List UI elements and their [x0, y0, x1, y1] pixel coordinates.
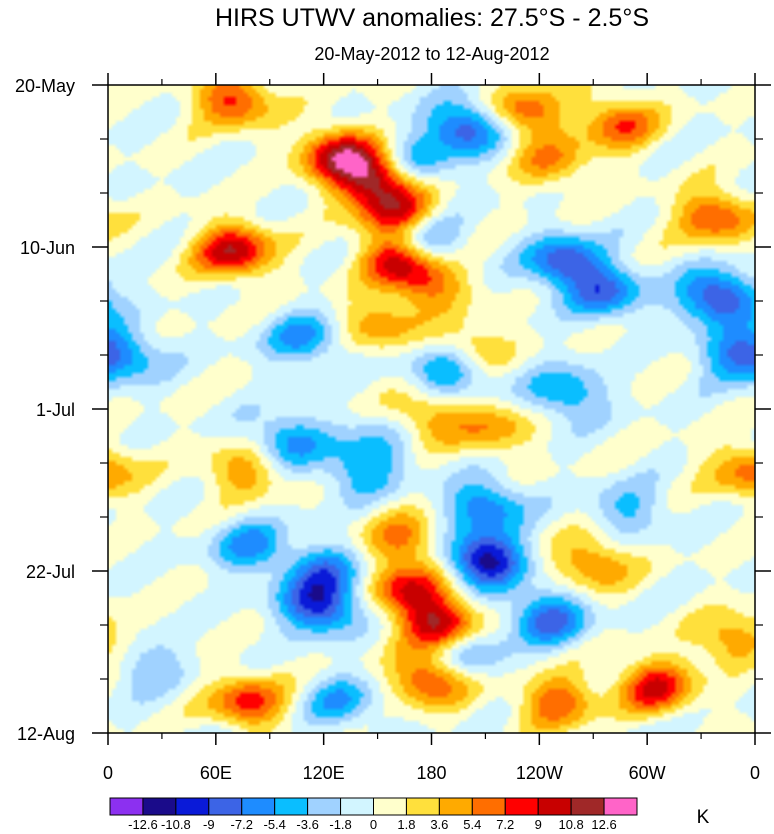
heatmap — [108, 85, 755, 733]
colorbar-swatch — [471, 797, 506, 816]
colorbar-label: 5.4 — [463, 817, 481, 832]
y-axis: 20-May 10-Jun 1-Jul 22-Jul 12-Aug — [15, 76, 771, 744]
colorbar-swatch — [373, 797, 407, 816]
y-tick-label: 10-Jun — [20, 238, 75, 258]
heatmap-field — [108, 85, 755, 733]
colorbar-swatch — [438, 797, 473, 816]
colorbar-label: 7.2 — [496, 817, 514, 832]
x-tick-label: 0 — [750, 763, 760, 783]
colorbar-swatch — [570, 797, 605, 816]
colorbar-label: -3.6 — [296, 817, 318, 832]
colorbar-label: -7.2 — [231, 817, 253, 832]
colorbar-swatch — [340, 797, 374, 816]
y-tick-label: 20-May — [15, 76, 75, 96]
colorbar-label: 9 — [535, 817, 542, 832]
y-tick-label: 22-Jul — [26, 562, 75, 582]
colorbar-swatch — [405, 797, 440, 816]
colorbar-label: 10.8 — [558, 817, 583, 832]
x-tick-label: 180 — [416, 763, 446, 783]
chart-title: HIRS UTWV anomalies: 27.5°S - 2.5°S — [215, 4, 649, 32]
colorbar: -12.6 -10.8 -9 -7.2 -5.4 -3.6 -1.8 0 1.8 3.6 5.4 7.… — [109, 797, 638, 832]
colorbar-label: 1.8 — [397, 817, 415, 832]
colorbar-swatch — [175, 797, 210, 816]
colorbar-label: -5.4 — [263, 817, 285, 832]
colorbar-swatch — [109, 797, 144, 816]
colorbar-label: -9 — [203, 817, 215, 832]
colorbar-swatch — [208, 797, 243, 816]
x-axis: 0 60E 120E 180 120W 60W 0 — [103, 73, 760, 783]
y-tick-label: 1-Jul — [36, 400, 75, 420]
x-tick-label: 60E — [200, 763, 232, 783]
colorbar-swatch — [142, 797, 177, 816]
colorbar-swatch — [504, 797, 539, 816]
colorbar-swatch — [537, 797, 572, 816]
colorbar-swatch — [307, 797, 342, 816]
x-tick-label: 120E — [303, 763, 345, 783]
x-tick-label: 0 — [103, 763, 113, 783]
colorbar-label: -12.6 — [128, 817, 158, 832]
colorbar-label: 0 — [370, 817, 377, 832]
colorbar-swatch — [603, 797, 638, 816]
colorbar-label: 12.6 — [591, 817, 616, 832]
x-tick-label: 60W — [629, 763, 666, 783]
colorbar-swatch — [241, 797, 276, 816]
colorbar-units: K — [697, 807, 710, 828]
chart-subtitle: 20-May-2012 to 12-Aug-2012 — [314, 44, 549, 64]
colorbar-label: -1.8 — [329, 817, 351, 832]
colorbar-label: 3.6 — [430, 817, 448, 832]
colorbar-swatch — [274, 797, 309, 816]
y-tick-label: 12-Aug — [17, 724, 75, 744]
colorbar-label: -10.8 — [161, 817, 191, 832]
x-tick-label: 120W — [516, 763, 563, 783]
